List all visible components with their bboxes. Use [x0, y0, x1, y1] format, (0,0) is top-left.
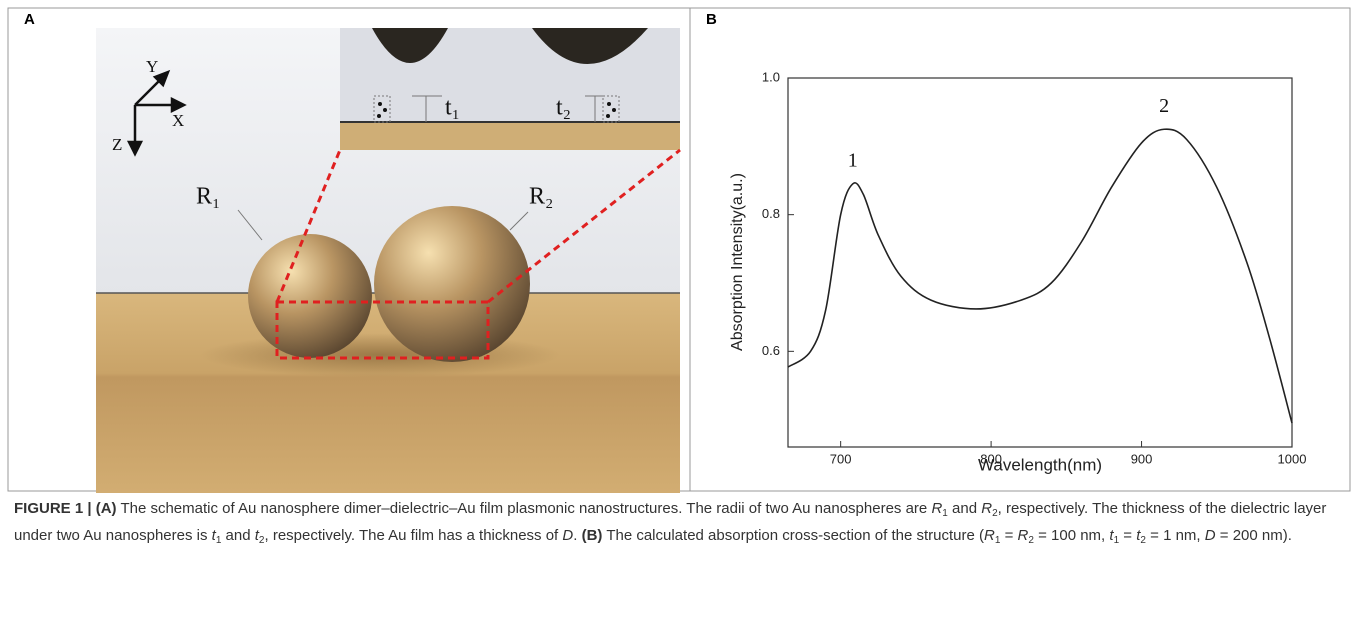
- caption-text: = 200 nm).: [1216, 527, 1292, 544]
- thickness-label: t₂: [556, 95, 571, 121]
- x-tick-label: 800: [980, 451, 1002, 466]
- y-axis-title: Absorption Intensity(a.u.): [729, 173, 746, 351]
- caption-text: (B): [582, 527, 603, 544]
- caption-text: D: [562, 527, 573, 544]
- y-tick-label: 0.6: [762, 343, 780, 358]
- caption-text: The calculated absorption cross-section …: [602, 527, 984, 544]
- page: {"figure": { "panel_a": {"letter": "A", …: [0, 0, 1357, 631]
- peak-label: 2: [1159, 95, 1169, 117]
- caption-text: , respectively. The Au film has a thickn…: [264, 527, 562, 544]
- axis-z-label: Z: [112, 135, 122, 154]
- caption-text: FIGURE 1 | (A): [14, 500, 117, 517]
- caption-text: =: [1119, 527, 1136, 544]
- caption-text: = 1 nm,: [1146, 527, 1205, 544]
- line: [788, 129, 1292, 423]
- panel-letter: B: [706, 11, 717, 28]
- radius-label: R₁: [196, 184, 220, 210]
- peak-label: 1: [848, 150, 858, 172]
- caption-text: D: [1205, 527, 1216, 544]
- thickness-label: t₁: [445, 95, 460, 121]
- caption-text: The schematic of Au nanosphere dimer–die…: [117, 500, 932, 517]
- axis-y-label: Y: [146, 57, 158, 76]
- y-tick-label: 1.0: [762, 69, 780, 84]
- caption-text: R: [984, 527, 995, 544]
- y-tick-label: 0.8: [762, 206, 780, 221]
- caption-text: R: [931, 500, 942, 517]
- panel-letter: A: [24, 11, 35, 28]
- plot-frame: [788, 78, 1292, 447]
- caption-text: =: [1000, 527, 1017, 544]
- caption-text: .: [573, 527, 581, 544]
- schematic: [96, 28, 680, 493]
- x-tick-label: 1000: [1278, 451, 1307, 466]
- x-tick-label: 700: [830, 451, 852, 466]
- caption-text: R: [981, 500, 992, 517]
- caption-text: R: [1018, 527, 1029, 544]
- axis-x-label: X: [172, 111, 184, 130]
- radius-label: R₂: [529, 184, 553, 210]
- caption: FIGURE 1 | (A) The schematic of Au nanos…: [14, 498, 1344, 551]
- caption-text: and: [948, 500, 981, 517]
- x-tick-label: 900: [1131, 451, 1153, 466]
- caption-text: = 100 nm,: [1034, 527, 1109, 544]
- caption-text: and: [221, 527, 254, 544]
